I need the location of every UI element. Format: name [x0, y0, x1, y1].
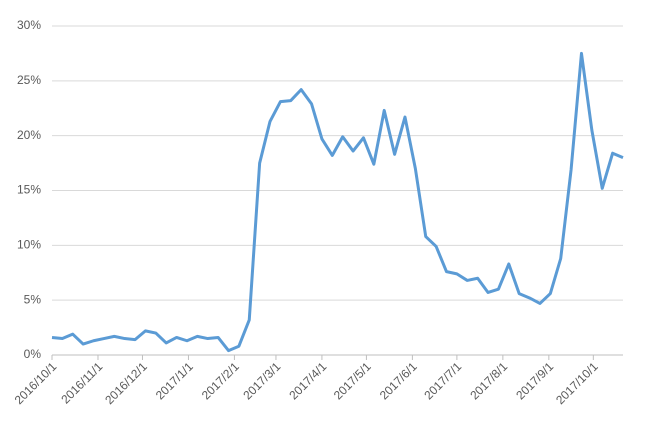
y-tick-label: 0% [24, 347, 42, 361]
y-tick-label: 30% [17, 18, 41, 32]
x-tick-label: 2017/6/1 [377, 359, 420, 402]
line [51, 51, 624, 353]
x-tick-label: 2017/9/1 [513, 359, 556, 402]
x-tick-label: 2016/11/1 [58, 359, 105, 406]
x-tick-label: 2017/4/1 [286, 359, 329, 402]
x-tick-label: 2017/1/1 [153, 359, 196, 402]
x-tick-label: 2017/7/1 [421, 359, 464, 402]
x-tick-label: 2017/5/1 [331, 359, 374, 402]
y-tick-label: 25% [17, 73, 41, 87]
y-tick-label: 10% [17, 238, 41, 252]
y-tick-label: 15% [17, 183, 41, 197]
x-tick-label: 2016/12/1 [102, 359, 150, 407]
y-tick-label: 20% [17, 128, 41, 142]
y-tick-label: 5% [24, 292, 42, 306]
x-tick-label: 2016/10/1 [12, 359, 60, 407]
x-tick-label: 2017/3/1 [240, 359, 283, 402]
x-tick-label: 2017/8/1 [467, 359, 510, 402]
x-tick-label: 2017/10/1 [553, 359, 601, 407]
x-tick-label: 2017/2/1 [199, 359, 242, 402]
